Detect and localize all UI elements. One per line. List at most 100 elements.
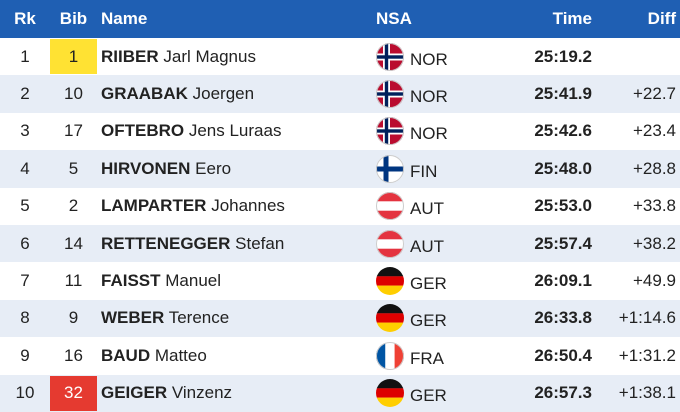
- nsa-cell: NOR: [410, 38, 470, 75]
- nsa-cell: GER: [410, 262, 470, 299]
- header-cell: NSA: [370, 0, 470, 38]
- name-cell: WEBER Terence: [101, 299, 370, 338]
- name-cell: OFTEBRO Jens Luraas: [101, 113, 370, 150]
- nsa-cell: AUT: [410, 188, 470, 225]
- time: 25:41.9: [470, 75, 596, 113]
- bib: 32: [50, 375, 97, 411]
- flag-cell: [370, 224, 410, 263]
- bib-cell: 17: [50, 113, 97, 150]
- rank: 5: [20, 196, 30, 216]
- bib: 9: [68, 308, 79, 328]
- given-name: Matteo: [154, 345, 207, 365]
- diff: +22.7: [596, 75, 680, 113]
- diff: +28.8: [596, 150, 680, 188]
- diff: +1:38.1: [596, 374, 680, 412]
- flag-cell: [370, 299, 410, 338]
- flag-icon: [376, 379, 404, 407]
- diff: [596, 38, 680, 75]
- given-name: Manuel: [165, 271, 222, 291]
- diff: +49.9: [632, 271, 676, 291]
- name-cell: GEIGER Vinzenz: [101, 374, 370, 412]
- header-row: Rk Bib Name NSA Time Diff: [0, 0, 680, 38]
- surname: FAISST: [101, 271, 161, 291]
- header-cell: Diff: [596, 0, 680, 38]
- flag-icon: [376, 304, 404, 332]
- time: 26:09.1: [534, 271, 592, 291]
- rank: 3: [20, 121, 30, 141]
- nsa-cell: GER: [410, 299, 470, 338]
- header-cell: Bib: [50, 0, 97, 38]
- nsa: NOR: [410, 124, 448, 144]
- given-name: Joergen: [192, 84, 255, 104]
- rank: 7: [20, 271, 30, 291]
- nsa-cell: FRA: [410, 337, 470, 374]
- flag-icon: [376, 192, 404, 220]
- bib: 10: [64, 84, 83, 104]
- name-cell: GRAABAK Joergen: [101, 75, 370, 113]
- surname: OFTEBRO: [101, 121, 185, 141]
- bib-cell: 10: [50, 75, 97, 113]
- bib: 5: [68, 158, 79, 178]
- rank: 6: [0, 224, 50, 263]
- nsa: AUT: [410, 236, 444, 256]
- nsa: GER: [410, 274, 447, 294]
- name-cell: RIIBER Jarl Magnus: [101, 38, 370, 75]
- rank: 8: [0, 299, 50, 338]
- time: 25:48.0: [470, 150, 596, 188]
- bib: 14: [64, 233, 83, 253]
- result-row: 9 16 BAUD Matteo FRA 26:50.4 +1:31.2: [0, 337, 680, 374]
- time: 25:53.0: [534, 196, 592, 216]
- surname: RIIBER: [101, 46, 159, 66]
- result-row: 2 10 GRAABAK Joergen NOR 25:41.9 +22.7: [0, 75, 680, 113]
- flag-icon: [376, 155, 404, 183]
- result-row: 8 9 WEBER Terence GER 26:33.8 +1:14.6: [0, 299, 680, 338]
- nsa-cell: FIN: [410, 150, 470, 188]
- time: 26:50.4: [534, 345, 592, 365]
- bib: 1: [50, 39, 97, 75]
- nsa: FIN: [410, 161, 438, 181]
- bib-cell: 2: [50, 188, 97, 225]
- time: 25:19.2: [534, 46, 592, 66]
- nsa-cell: GER: [410, 374, 470, 412]
- surname: HIRVONEN: [101, 158, 191, 178]
- diff: +38.2: [596, 224, 680, 263]
- time: 26:33.8: [470, 299, 596, 338]
- nsa-cell: NOR: [410, 113, 470, 150]
- bib-cell: 11: [50, 262, 97, 299]
- result-row: 6 14 RETTENEGGER Stefan AUT 25:57.4 +38.…: [0, 224, 680, 263]
- time: 26:57.3: [470, 374, 596, 412]
- nsa: AUT: [410, 199, 444, 219]
- flag-icon: [376, 267, 404, 295]
- bib-cell: 14: [50, 224, 97, 263]
- given-name: Jens Luraas: [188, 121, 282, 141]
- flag-cell: [370, 113, 410, 150]
- nsa: NOR: [410, 49, 448, 69]
- flag-icon: [376, 80, 404, 108]
- given-name: Eero: [195, 158, 232, 178]
- bib: 16: [64, 345, 83, 365]
- given-name: Vinzenz: [171, 383, 233, 403]
- result-row: 3 17 OFTEBRO Jens Luraas NOR 25:42.6 +23…: [0, 113, 680, 150]
- result-row: 4 5 HIRVONEN Eero FIN 25:48.0 +28.8: [0, 150, 680, 188]
- rank: 10: [0, 374, 50, 412]
- given-name: Jarl Magnus: [163, 46, 256, 66]
- result-row: 5 2 LAMPARTER Johannes AUT 25:53.0 +33.8: [0, 188, 680, 225]
- name-cell: RETTENEGGER Stefan: [101, 224, 370, 263]
- header-cell: Time: [470, 0, 596, 38]
- name-cell: FAISST Manuel: [101, 262, 370, 299]
- nsa-cell: NOR: [410, 75, 470, 113]
- result-row: 7 11 FAISST Manuel GER 26:09.1 +49.9: [0, 262, 680, 299]
- given-name: Stefan: [235, 233, 285, 253]
- flag-cell: [370, 38, 410, 75]
- flag-icon: [376, 230, 404, 258]
- name-cell: LAMPARTER Johannes: [101, 188, 370, 225]
- header-cell: Rk: [0, 0, 50, 38]
- diff: +23.4: [632, 121, 676, 141]
- diff: +1:14.6: [596, 299, 680, 338]
- nsa: NOR: [410, 87, 448, 107]
- flag-icon: [376, 342, 404, 370]
- bib-cell: 5: [50, 150, 97, 188]
- rank: 9: [20, 345, 30, 365]
